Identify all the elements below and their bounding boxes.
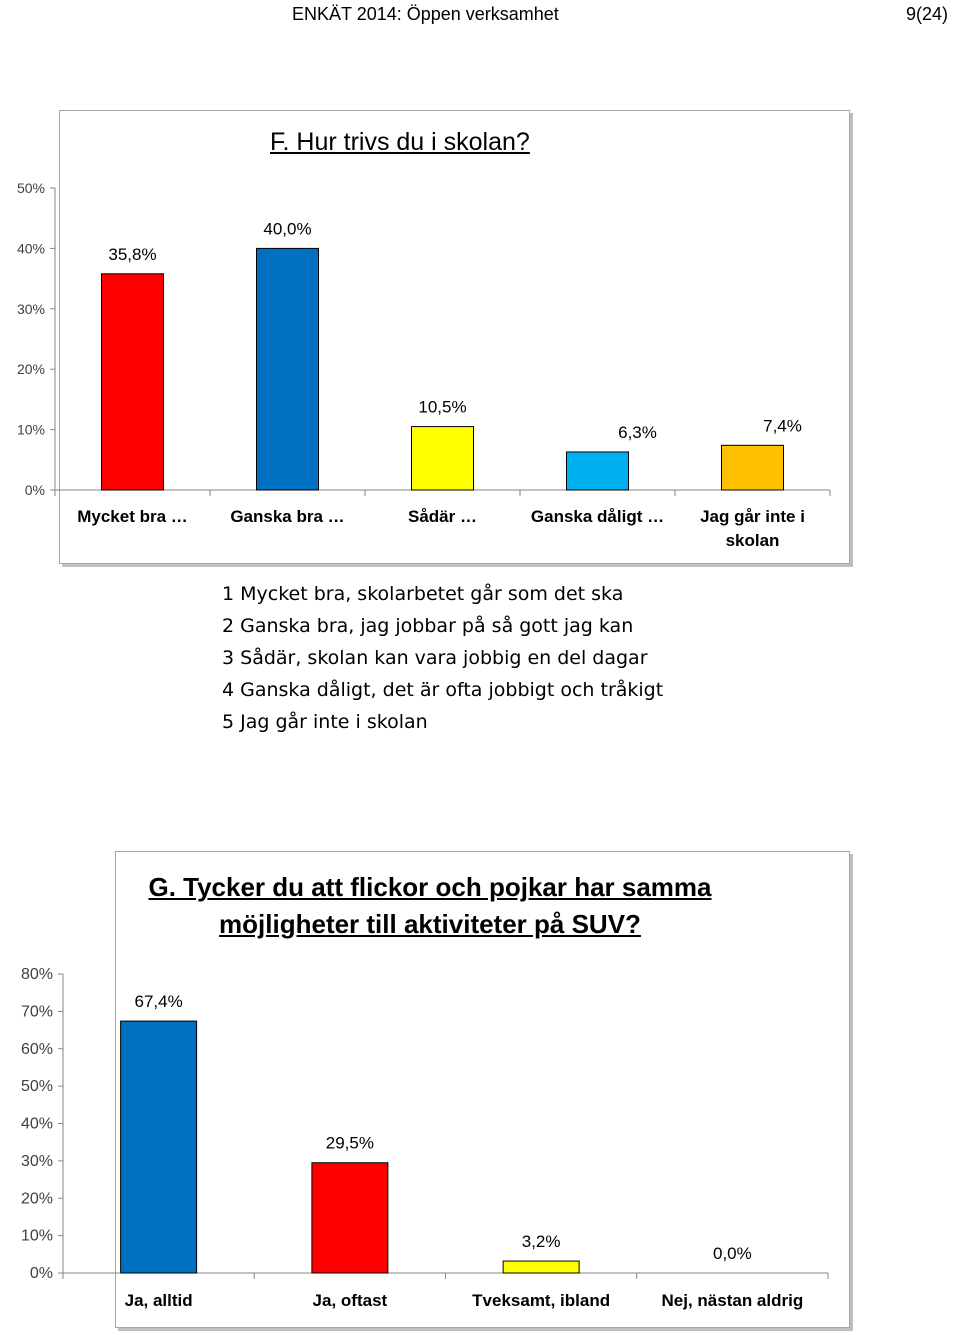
category-label: Sådär … [408,507,477,526]
y-tick-label: 60% [21,1041,53,1058]
chart-f-title: F. Hur trivs du i skolan? [270,128,530,156]
bar [411,426,474,491]
chart-f-legend: 1 Mycket bra, skolarbetet går som det sk… [222,578,663,738]
y-tick-label: 30% [21,1153,53,1170]
y-tick-label: 40% [21,1116,53,1133]
data-label: 40,0% [263,219,311,238]
y-tick-label: 10% [17,422,45,438]
y-tick-label: 0% [25,482,45,498]
category-label: Ja, oftast [313,1291,388,1310]
data-label: 67,4% [135,992,183,1011]
y-tick-label: 20% [21,1190,53,1207]
bar [566,451,629,491]
page-number: 9(24) [905,4,948,24]
chart-f: 0% 10% 20% 30% 40% 50% 35,8% Mycket bra … 40,0% G… [17,180,831,550]
y-tick-label: 10% [21,1228,53,1245]
category-label: Mycket bra … [77,507,188,526]
category-label: Tveksamt, ibland [472,1291,610,1310]
data-label: 3,2% [522,1232,561,1251]
data-label: 7,4% [763,416,802,435]
y-tick-label: 30% [17,301,45,317]
category-label: Jag går inte i [700,507,805,526]
data-label: 6,3% [618,423,657,442]
y-tick-label: 50% [21,1078,53,1095]
category-label: Ja, alltid [125,1291,193,1310]
legend-item: 1 Mycket bra, skolarbetet går som det sk… [222,583,624,605]
category-label: skolan [726,531,780,550]
data-label: 35,8% [108,245,156,264]
y-tick-label: 50% [17,180,45,196]
category-label: Ganska bra … [230,507,344,526]
bar [721,444,784,491]
bar [311,1162,389,1274]
bar [101,273,164,491]
category-label: Nej, nästan aldrig [662,1291,804,1310]
page-header: ENKÄT 2014: Öppen verksamhet 9(24) [0,0,960,30]
y-tick-label: 80% [21,966,53,983]
legend-item: 3 Sådär, skolan kan vara jobbig en del d… [222,647,648,669]
data-label: 0,0% [713,1244,752,1263]
y-tick-label: 40% [17,240,45,256]
chart-g-frame [115,851,850,1328]
legend-item: 4 Ganska dåligt, det är ofta jobbigt och… [222,679,664,701]
data-label: 10,5% [418,398,466,417]
category-label: Ganska dåligt … [531,507,664,526]
bar [502,1260,580,1274]
document-title: ENKÄT 2014: Öppen verksamhet [292,4,559,24]
y-tick-label: 20% [17,361,45,377]
bar [120,1020,198,1274]
bar [256,247,319,491]
legend-item: 5 Jag går inte i skolan [222,711,428,733]
y-tick-label: 0% [30,1265,53,1282]
y-tick-label: 70% [21,1003,53,1020]
legend-item: 2 Ganska bra, jag jobbar på så gott jag … [222,615,634,637]
chart-g-title: G. Tycker du att flickor och pojkar har … [148,872,712,939]
data-label: 29,5% [326,1134,374,1153]
